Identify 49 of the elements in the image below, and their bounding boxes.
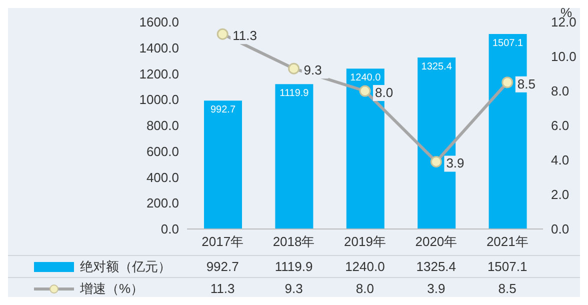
y-tick-label: 800.0	[146, 118, 179, 134]
text: 11.3	[232, 28, 257, 44]
data-label: 8.5	[497, 281, 518, 296]
point	[288, 62, 300, 74]
y-tick-label: 200.0	[146, 196, 179, 211]
text: 1119.9	[280, 88, 309, 100]
bar	[204, 100, 242, 229]
data-label: 8.0	[354, 281, 375, 296]
point	[502, 76, 514, 88]
data-label: 1240.0	[344, 259, 386, 274]
y2-tick-label: 6.0	[551, 118, 570, 134]
y2-tick-label: 0.0	[551, 222, 570, 237]
text: 1240.0	[350, 72, 381, 84]
text: 9.3	[304, 62, 322, 78]
text: 992.7	[210, 104, 236, 116]
y-tick-label: 1000.0	[139, 92, 179, 108]
y-tick-label: 1400.0	[139, 40, 179, 56]
y-tick-label: 0.0	[160, 222, 179, 237]
y2-tick-label: 4.0	[551, 152, 570, 168]
text: 8.5	[517, 76, 536, 92]
y2-tick-label: 10.0	[551, 49, 576, 64]
data-label: 1507.1	[486, 259, 528, 274]
point	[359, 85, 371, 97]
data-label: 992.7	[205, 259, 240, 274]
legend-label: 绝对额（亿元）	[80, 258, 171, 276]
point	[216, 28, 228, 40]
y2-tick-label: 2.0	[551, 187, 570, 202]
data-label: 9.3	[284, 281, 304, 296]
data-label: 1119.9	[274, 259, 314, 274]
x-tick-label: 2019年	[344, 234, 386, 250]
y-tick-label: 1600.0	[139, 14, 179, 30]
bar	[275, 84, 314, 229]
x-tick-label: 2017年	[202, 234, 244, 250]
x-tick-label: 2021年	[486, 234, 528, 250]
legend-label: 增速（%）	[80, 280, 144, 298]
x-tick-label: 2020年	[415, 234, 458, 250]
text: 1325.4	[421, 62, 452, 73]
data-label: 1325.4	[415, 259, 458, 274]
text: 1507.1	[492, 38, 524, 50]
x-tick-label: 2018年	[272, 234, 315, 250]
point	[430, 156, 442, 168]
data-label: 11.3	[209, 281, 236, 296]
data-label: 3.9	[426, 281, 446, 296]
y2-tick-label: 8.0	[551, 84, 570, 99]
text: 8.0	[375, 85, 394, 100]
y-tick-label: 600.0	[146, 144, 179, 159]
y-tick-label: 1200.0	[139, 66, 179, 82]
y-tick-label: 400.0	[146, 170, 179, 185]
text: 3.9	[446, 156, 464, 171]
